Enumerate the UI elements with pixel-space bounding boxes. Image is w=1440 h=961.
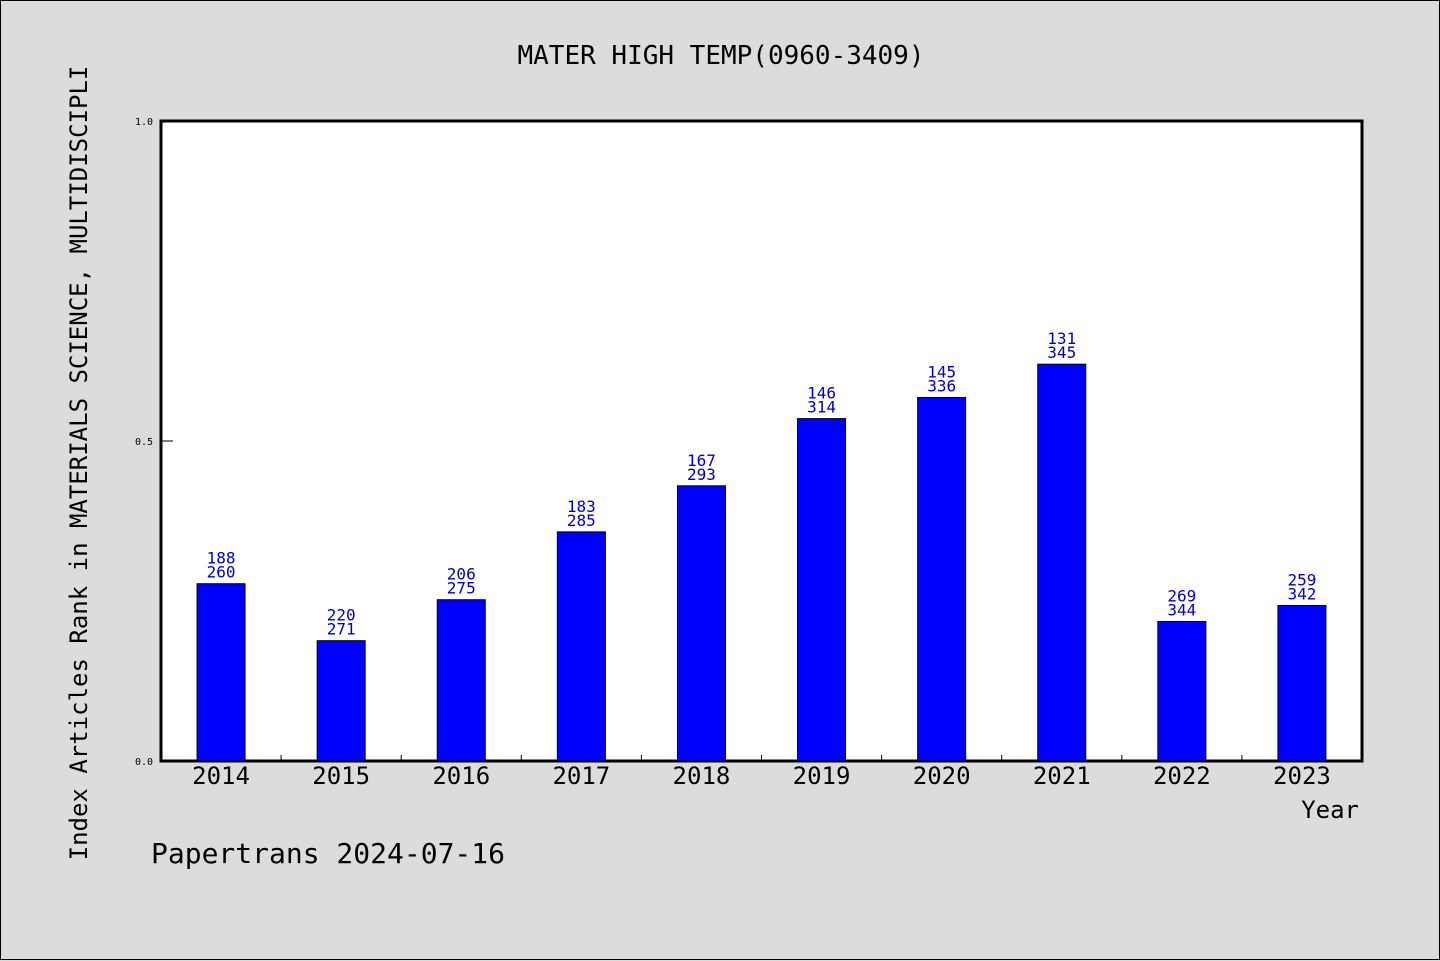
x-tick-label: 2019 [793,762,851,790]
bar-rank-label: 167 [687,451,716,470]
x-tick-label: 2021 [1033,762,1091,790]
bar-total-label: 344 [1167,600,1196,619]
bar-total-label: 342 [1287,584,1316,603]
bar-rank-label: 206 [447,565,476,584]
x-axis: 2014 2015 2016 2017 2018 2019 2020 2021 2022 2023 [192,755,1331,790]
x-tick-label: 2017 [552,762,610,790]
y-axis-label: Index Articles Rank in MATERIALS SCIENCE… [65,66,93,861]
bar-total-label: 345 [1047,343,1076,362]
bar-series [196,363,1327,762]
y-axis: 0.0 0.5 1.0 [135,117,173,768]
bar-2016 [436,599,486,762]
y-tick-label: 1.0 [135,117,153,128]
bar-2019 [797,418,847,762]
bar-total-label: 275 [447,579,476,598]
x-axis-label: Year [1301,796,1359,824]
bar-2018 [676,485,726,762]
bar-rank-label: 131 [1047,329,1076,348]
x-tick-label: 2014 [192,762,250,790]
bar-2022 [1157,620,1207,762]
bar-total-label: 285 [567,511,596,530]
bar-total-label: 271 [327,620,356,639]
bar-total-label: 260 [207,563,236,582]
bar-total-label: 293 [687,465,716,484]
x-tick-label: 2018 [673,762,731,790]
x-tick-label: 2022 [1153,762,1211,790]
x-tick-label: 2016 [432,762,490,790]
data-labels: 1882602202712062751832851672931463141453… [207,329,1317,638]
bar-rank-label: 145 [927,362,956,381]
bar-rank-label: 188 [207,549,236,568]
bar-rank-label: 269 [1167,586,1196,605]
y-tick-label: 0.0 [135,757,153,768]
bar-2015 [316,640,366,762]
footer-credit: Papertrans 2024-07-16 [151,837,505,870]
y-tick-label: 0.5 [135,437,153,448]
bar-rank-label: 183 [567,497,596,516]
bar-2020 [917,396,967,762]
bar-2014 [196,583,246,762]
bar-rank-label: 146 [807,384,836,403]
bar-total-label: 314 [807,398,836,417]
bar-total-label: 336 [927,376,956,395]
bar-rank-label: 220 [327,606,356,625]
x-tick-label: 2015 [312,762,370,790]
bar-rank-label: 259 [1287,570,1316,589]
x-tick-label: 2020 [913,762,971,790]
bar-2023 [1277,604,1327,762]
chart-title: MATER HIGH TEMP(0960-3409) [518,41,925,71]
bar-2021 [1037,363,1087,762]
x-tick-label: 2023 [1273,762,1331,790]
bar-2017 [556,531,606,762]
